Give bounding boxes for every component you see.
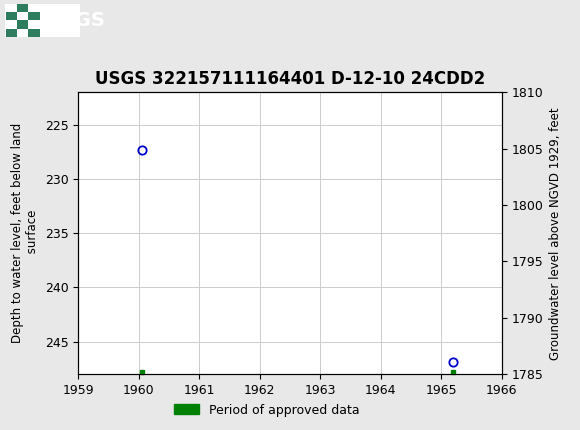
Bar	[6, 12, 17, 20]
Legend: Period of approved data: Period of approved data	[169, 399, 365, 421]
Y-axis label: Depth to water level, feet below land
 surface: Depth to water level, feet below land su…	[11, 123, 39, 344]
Bar	[28, 29, 39, 37]
Bar	[6, 4, 17, 12]
Bar	[6, 29, 17, 37]
Bar	[6, 20, 17, 29]
Bar	[17, 12, 28, 20]
Bar	[28, 4, 39, 12]
Y-axis label: Groundwater level above NGVD 1929, feet: Groundwater level above NGVD 1929, feet	[549, 107, 562, 359]
Bar	[17, 4, 28, 12]
Bar	[17, 29, 28, 37]
Bar	[17, 20, 28, 29]
FancyBboxPatch shape	[5, 4, 80, 37]
Text: USGS: USGS	[45, 11, 105, 30]
Bar	[28, 20, 39, 29]
Title: USGS 322157111164401 D-12-10 24CDD2: USGS 322157111164401 D-12-10 24CDD2	[95, 70, 485, 88]
Bar	[28, 12, 39, 20]
